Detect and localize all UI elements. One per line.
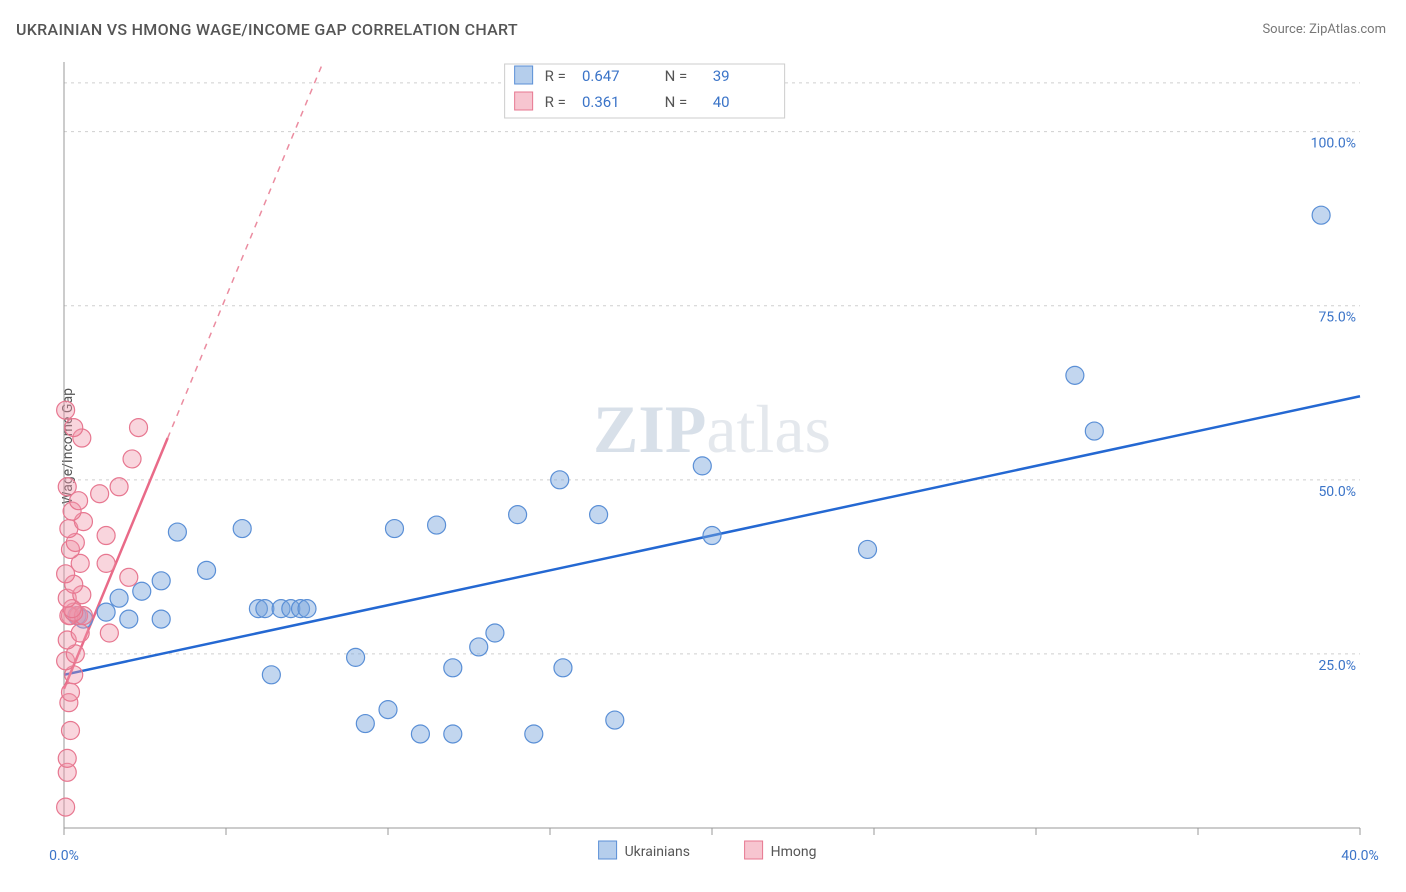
- point-ukrainians: [444, 659, 462, 677]
- point-ukrainians: [379, 701, 397, 719]
- point-ukrainians: [859, 540, 877, 558]
- point-hmong: [91, 485, 109, 503]
- point-ukrainians: [262, 666, 280, 684]
- point-ukrainians: [470, 638, 488, 656]
- point-ukrainians: [1066, 366, 1084, 384]
- point-ukrainians: [1312, 206, 1330, 224]
- point-hmong: [97, 554, 115, 572]
- point-hmong: [120, 568, 138, 586]
- point-ukrainians: [152, 610, 170, 628]
- point-hmong: [57, 798, 75, 816]
- point-hmong: [61, 722, 79, 740]
- point-ukrainians: [233, 520, 251, 538]
- point-ukrainians: [411, 725, 429, 743]
- legend-r-value: 0.647: [582, 67, 620, 85]
- legend-label: Hmong: [771, 844, 817, 860]
- point-ukrainians: [554, 659, 572, 677]
- point-ukrainians: [606, 711, 624, 729]
- point-ukrainians: [120, 610, 138, 628]
- point-hmong: [97, 527, 115, 545]
- legend-swatch: [515, 92, 533, 110]
- point-ukrainians: [590, 506, 608, 524]
- series-legend: Ukrainians Hmong: [599, 841, 817, 860]
- source-link[interactable]: ZipAtlas.com: [1309, 22, 1386, 37]
- y-tick-label: 50.0%: [1318, 484, 1356, 500]
- point-hmong: [130, 419, 148, 437]
- point-ukrainians: [444, 725, 462, 743]
- point-ukrainians: [693, 457, 711, 475]
- point-ukrainians: [198, 561, 216, 579]
- source-label: Source:: [1262, 22, 1305, 37]
- point-hmong: [100, 624, 118, 642]
- point-ukrainians: [509, 506, 527, 524]
- point-hmong: [71, 624, 89, 642]
- y-tick-label: 25.0%: [1318, 658, 1356, 674]
- legend-swatch: [745, 841, 763, 859]
- legend-n-value: 39: [713, 67, 730, 85]
- point-ukrainians: [703, 527, 721, 545]
- y-tick-label: 75.0%: [1318, 310, 1356, 326]
- legend-n-label: N =: [665, 93, 688, 111]
- legend-r-value: 0.361: [582, 93, 620, 111]
- watermark: ZIPatlas: [593, 391, 831, 467]
- trendline-hmong-extrapolated: [168, 62, 324, 438]
- legend-swatch: [515, 66, 533, 84]
- point-ukrainians: [97, 603, 115, 621]
- legend-n-label: N =: [665, 67, 688, 85]
- point-ukrainians: [110, 589, 128, 607]
- point-hmong: [58, 749, 76, 767]
- point-ukrainians: [152, 572, 170, 590]
- legend-swatch: [599, 841, 617, 859]
- legend-label: Ukrainians: [625, 844, 690, 860]
- point-ukrainians: [428, 516, 446, 534]
- x-tick-label: 40.0%: [1341, 848, 1379, 864]
- point-ukrainians: [133, 582, 151, 600]
- point-ukrainians: [385, 520, 403, 538]
- point-hmong: [57, 401, 75, 419]
- point-ukrainians: [486, 624, 504, 642]
- chart-title: UKRAINIAN VS HMONG WAGE/INCOME GAP CORRE…: [16, 20, 518, 39]
- point-ukrainians: [356, 715, 374, 733]
- scatter-chart: ZIPatlas 0.0% 40.0% 25.0% 50.0% 75.0% 100.0% R …: [44, 50, 1384, 870]
- chart-container: UKRAINIAN VS HMONG WAGE/INCOME GAP CORRE…: [0, 0, 1406, 892]
- point-ukrainians: [256, 600, 274, 618]
- point-ukrainians: [1085, 422, 1103, 440]
- legend-r-label: R =: [545, 93, 566, 111]
- source-attribution: Source: ZipAtlas.com: [1262, 22, 1386, 37]
- point-hmong: [123, 450, 141, 468]
- point-ukrainians: [551, 471, 569, 489]
- point-hmong: [110, 478, 128, 496]
- point-ukrainians: [168, 523, 186, 541]
- legend-r-label: R =: [545, 67, 566, 85]
- point-ukrainians: [525, 725, 543, 743]
- point-hmong: [58, 478, 76, 496]
- point-hmong: [65, 419, 83, 437]
- point-ukrainians: [298, 600, 316, 618]
- x-tick-label: 0.0%: [49, 848, 79, 864]
- point-hmong: [61, 683, 79, 701]
- point-ukrainians: [347, 648, 365, 666]
- legend-n-value: 40: [713, 93, 730, 111]
- y-tick-label: 100.0%: [1311, 136, 1356, 152]
